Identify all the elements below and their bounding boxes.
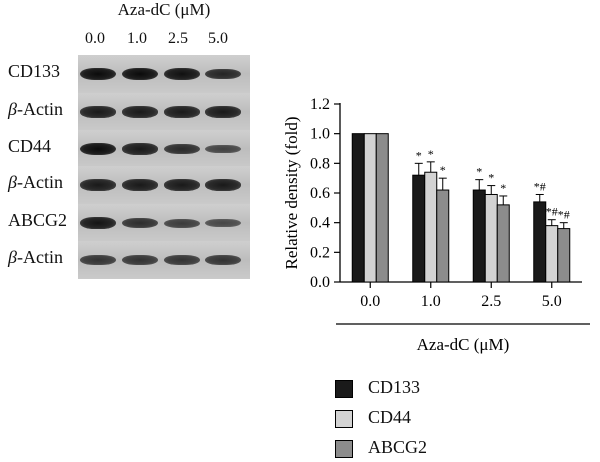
blot-row-label: β-Actin (8, 247, 63, 267)
y-tick-label: 0.6 (310, 185, 330, 202)
legend-swatch-cd44 (335, 410, 353, 428)
significance-mark: *# (558, 208, 570, 222)
blot-band (80, 143, 116, 155)
x-tick-label: 5.0 (542, 293, 562, 310)
significance-mark: * (416, 148, 422, 162)
blot-band (205, 106, 241, 118)
blot-band (122, 179, 158, 191)
blot-band (205, 218, 241, 228)
y-tick-label: 0.2 (310, 244, 330, 261)
bar (496, 204, 510, 283)
blot-strip (78, 130, 250, 168)
bar (424, 171, 438, 283)
blot-row-label: β-Actin (8, 99, 63, 119)
legend-label-abcg2: ABCG2 (368, 437, 428, 457)
blot-band (205, 68, 241, 80)
bar (363, 133, 377, 283)
bar (545, 225, 559, 283)
blot-row-label: ABCG2 (8, 210, 68, 230)
lane-label: 5.0 (208, 30, 228, 47)
bar (412, 174, 426, 283)
bar (436, 189, 450, 283)
blot-lane-labels: 0.0 1.0 2.5 5.0 (80, 30, 250, 52)
lane-label: 2.5 (168, 30, 188, 47)
x-axis-title: Aza-dC (μM) (417, 335, 510, 354)
y-axis-title: Relative density (fold) (282, 117, 301, 270)
bar (351, 133, 365, 283)
bar (375, 133, 389, 283)
blot-treatment-label: Aza-dC (μM) (117, 0, 211, 19)
blot-band (80, 179, 116, 191)
y-tick-label: 0.4 (310, 215, 330, 232)
blot-row-label: CD133 (8, 61, 61, 81)
x-tick-label: 2.5 (481, 293, 501, 310)
blot-band (164, 68, 200, 80)
blot-strip (78, 55, 250, 93)
y-tick-label: 1.2 (310, 96, 330, 113)
significance-mark: * (428, 147, 434, 161)
blot-strip (78, 204, 250, 242)
bar (484, 193, 498, 283)
blot-band (205, 179, 241, 191)
lane-label: 0.0 (85, 30, 105, 47)
blot-band (122, 255, 158, 265)
bar (533, 201, 547, 283)
significance-mark: * (500, 181, 506, 195)
bar (472, 189, 486, 283)
blot-strip (78, 93, 250, 131)
significance-mark: * (440, 163, 446, 177)
blot-band (205, 144, 241, 154)
blot-strip (78, 166, 250, 204)
blot-band (122, 106, 158, 118)
blot-strip (78, 241, 250, 279)
blot-row-label: β-Actin (8, 172, 63, 192)
blot-band (80, 217, 116, 229)
blot-band (164, 255, 200, 265)
lane-label: 1.0 (127, 30, 147, 47)
blot-band (122, 143, 158, 155)
x-tick-label: 1.0 (421, 293, 441, 310)
blot-band (164, 143, 200, 155)
significance-mark: *# (534, 179, 546, 193)
blot-band (80, 106, 116, 118)
blot-band (122, 218, 158, 228)
blot-band (164, 106, 200, 118)
blot-band (164, 179, 200, 191)
bar (557, 228, 571, 283)
x-tick-label: 0.0 (360, 293, 380, 310)
blot-band (205, 255, 241, 265)
significance-mark: * (476, 165, 482, 179)
y-tick-label: 0.8 (310, 155, 330, 172)
blot-row-label: CD44 (8, 136, 52, 156)
legend-swatch-abcg2 (335, 440, 353, 458)
legend-swatch-cd133 (335, 380, 353, 398)
significance-mark: * (488, 171, 494, 185)
significance-mark: *# (546, 205, 558, 219)
y-tick-label: 1.0 (310, 126, 330, 143)
legend-label-cd133: CD133 (368, 377, 421, 397)
blot-band (80, 68, 116, 80)
y-tick-label: 0.0 (310, 274, 330, 291)
legend-label-cd44: CD44 (368, 407, 412, 427)
blot-band (80, 255, 116, 265)
blot-band (122, 68, 158, 80)
blot-band (164, 218, 200, 228)
